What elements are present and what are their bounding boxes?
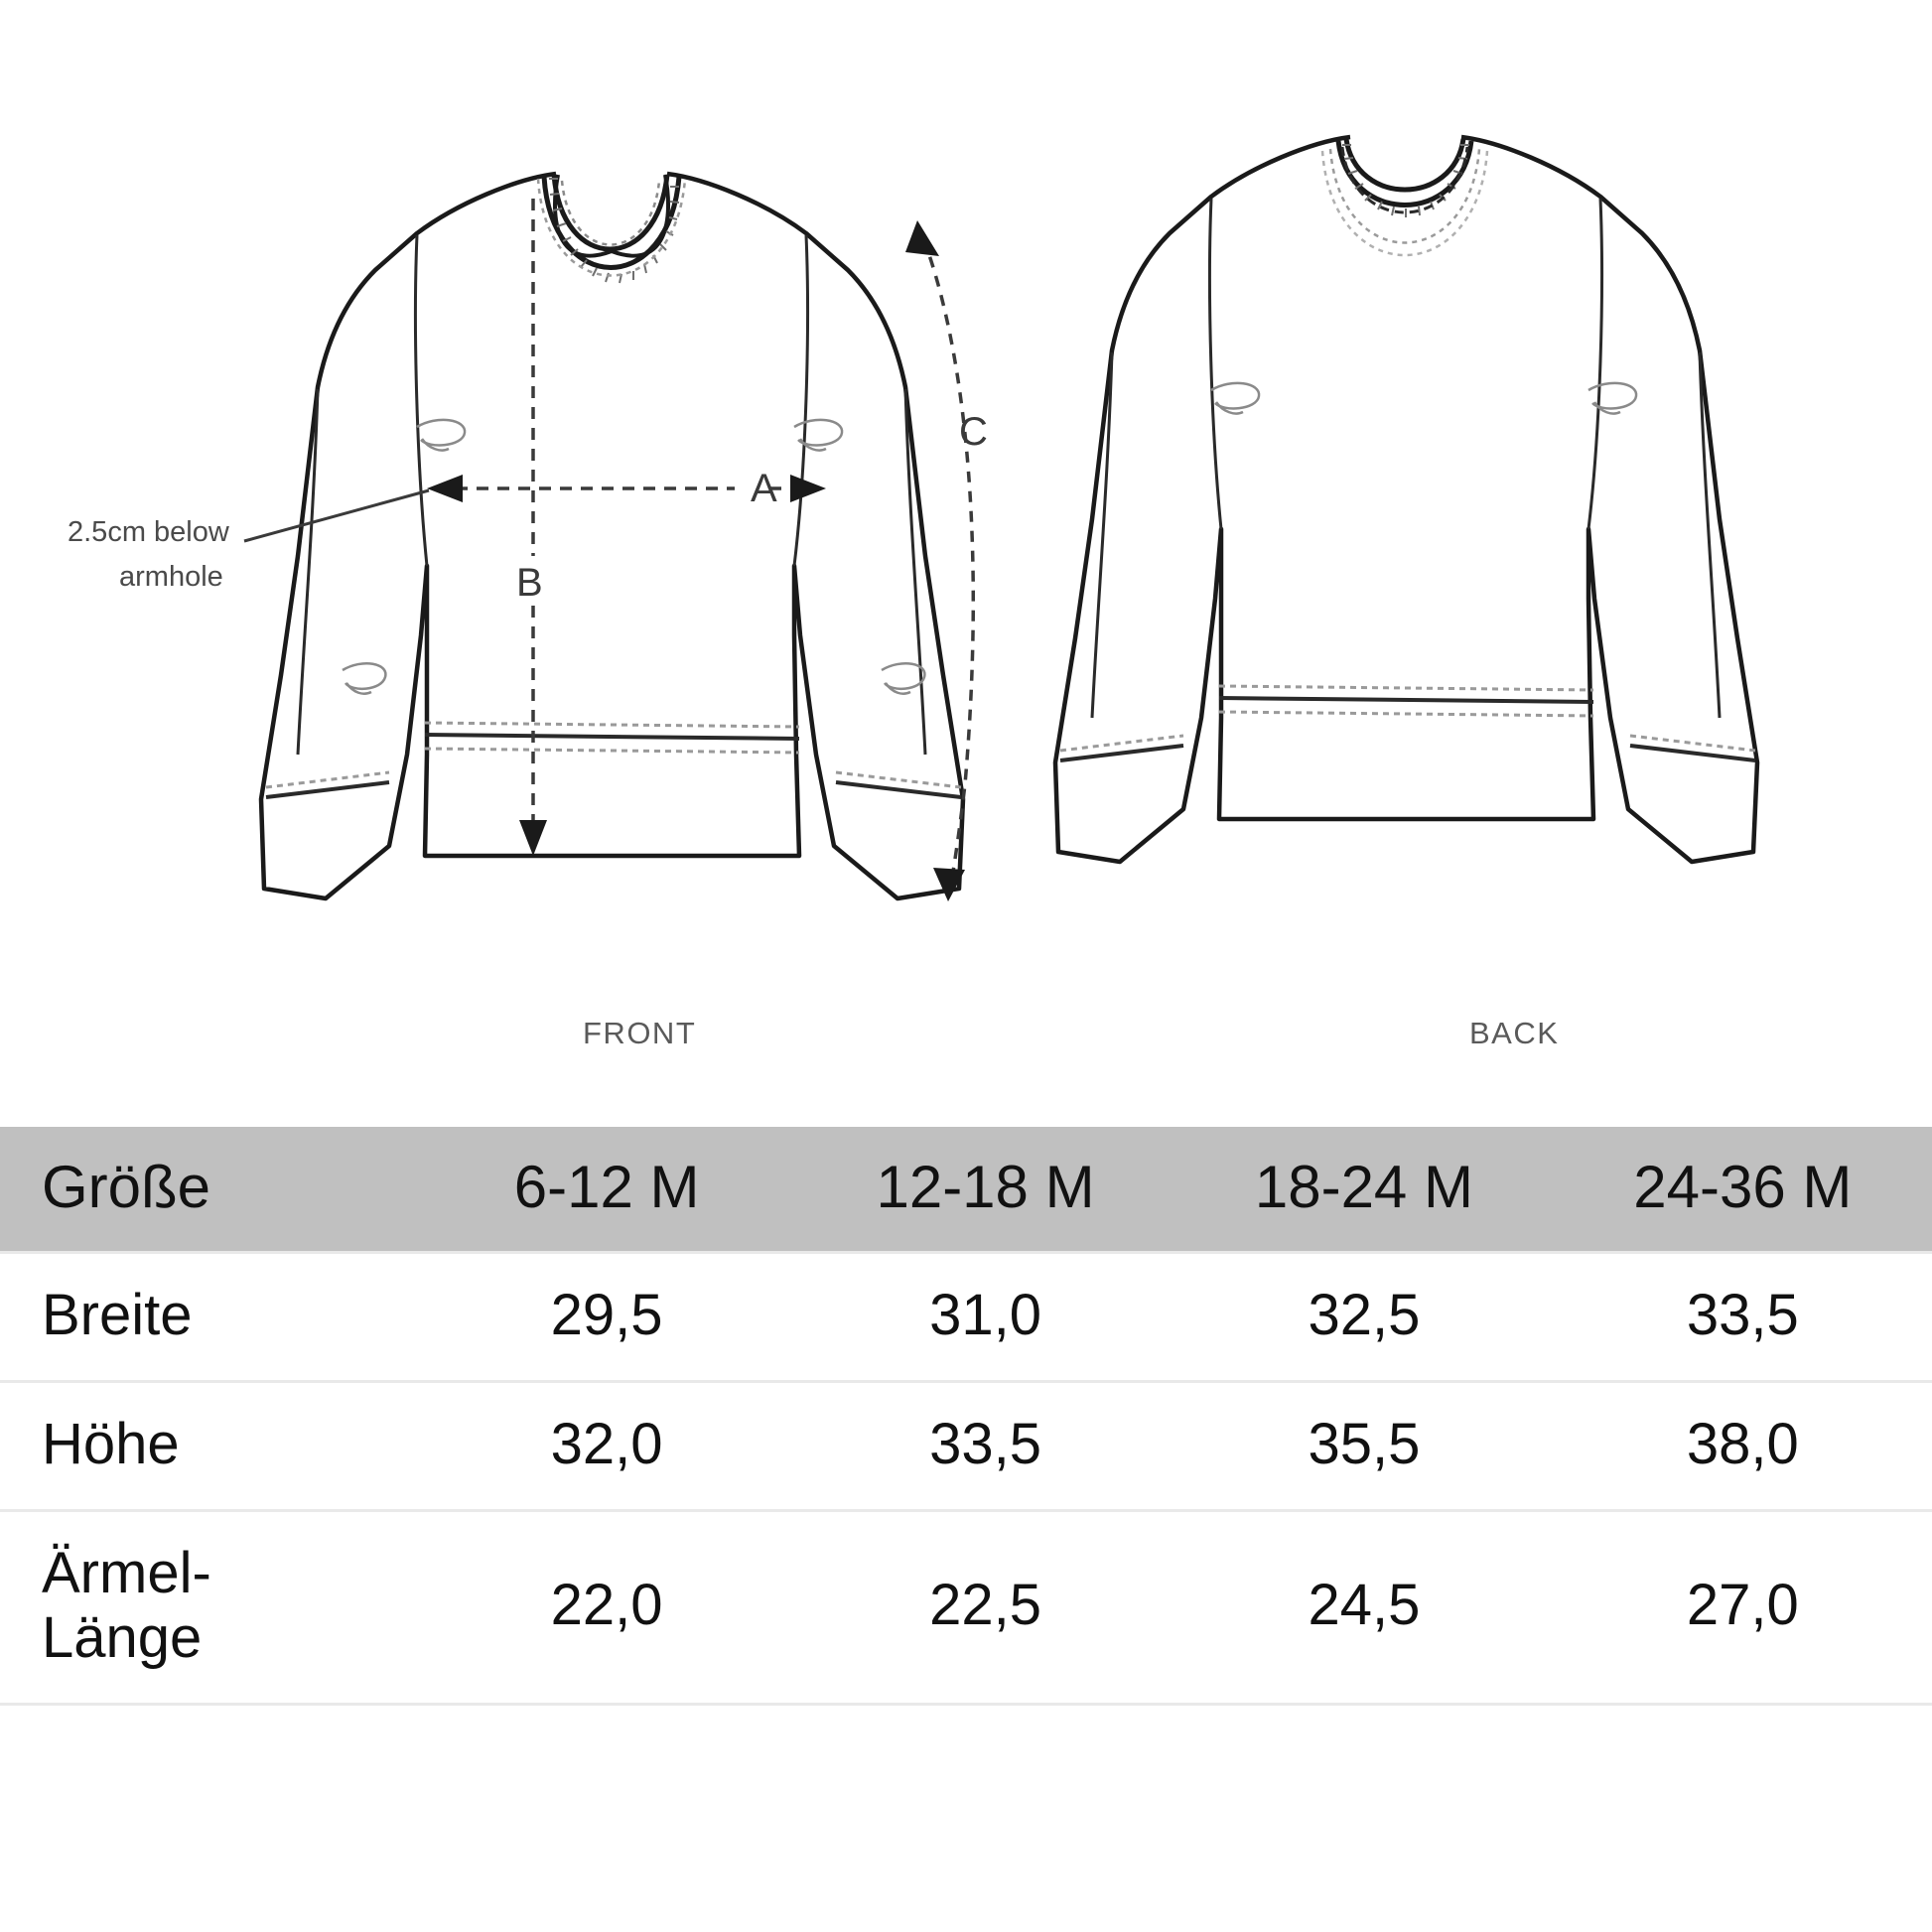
dimension-label-a: A <box>751 467 777 510</box>
garment-illustration-area: A B C 2.5cm below armhole <box>68 134 1760 1050</box>
cell-aermellaenge-12-18m: 22,5 <box>929 1573 1041 1638</box>
column-header-18-24m: 18-24 M <box>1254 1154 1473 1220</box>
table-row: Breite 29,5 31,0 32,5 33,5 <box>0 1252 1932 1382</box>
dimension-label-b: B <box>516 561 543 605</box>
row-label-aermellaenge: Ärmel- Länge <box>42 1540 211 1670</box>
cell-hoehe-12-18m: 33,5 <box>929 1411 1041 1476</box>
size-chart-table: Größe 6-12 M 12-18 M 18-24 M 24-36 M Bre… <box>0 1127 1932 1706</box>
cell-breite-24-36m: 33,5 <box>1686 1283 1799 1347</box>
technical-drawing-svg: A B C 2.5cm below armhole <box>68 134 1760 901</box>
cell-hoehe-6-12m: 32,0 <box>550 1411 663 1476</box>
cell-breite-6-12m: 29,5 <box>550 1283 663 1347</box>
armhole-annotation-line1: 2.5cm below <box>68 516 230 548</box>
row-label-breite: Breite <box>42 1283 193 1347</box>
front-view-caption: FRONT <box>583 1016 697 1050</box>
column-header-6-12m: 6-12 M <box>513 1154 700 1220</box>
column-header-12-18m: 12-18 M <box>876 1154 1095 1220</box>
back-view-caption: BACK <box>1469 1016 1560 1050</box>
table-row: Ärmel- Länge 22,0 22,5 24,5 27,0 <box>0 1510 1932 1705</box>
size-table-body: Breite 29,5 31,0 32,5 33,5 Höhe 32,0 33,… <box>0 1252 1932 1705</box>
cell-hoehe-18-24m: 35,5 <box>1308 1411 1421 1476</box>
column-header-size: Größe <box>42 1154 211 1220</box>
cell-breite-12-18m: 31,0 <box>929 1283 1041 1347</box>
cell-aermellaenge-18-24m: 24,5 <box>1308 1573 1421 1638</box>
back-view-drawing <box>1052 134 1760 865</box>
column-header-24-36m: 24-36 M <box>1633 1154 1853 1220</box>
row-label-hoehe: Höhe <box>42 1411 180 1476</box>
table-row: Höhe 32,0 33,5 35,5 38,0 <box>0 1381 1932 1511</box>
cell-breite-18-24m: 32,5 <box>1308 1283 1421 1347</box>
front-view-drawing: A B C 2.5cm below armhole <box>68 171 988 901</box>
cell-aermellaenge-24-36m: 27,0 <box>1686 1573 1799 1638</box>
size-table-header: Größe 6-12 M 12-18 M 18-24 M 24-36 M <box>0 1127 1932 1253</box>
cell-aermellaenge-6-12m: 22,0 <box>550 1573 663 1638</box>
armhole-annotation-line2: armhole <box>119 561 223 593</box>
size-table-header-row: Größe 6-12 M 12-18 M 18-24 M 24-36 M <box>0 1127 1932 1253</box>
dimension-label-c: C <box>959 410 988 454</box>
cell-hoehe-24-36m: 38,0 <box>1686 1411 1799 1476</box>
